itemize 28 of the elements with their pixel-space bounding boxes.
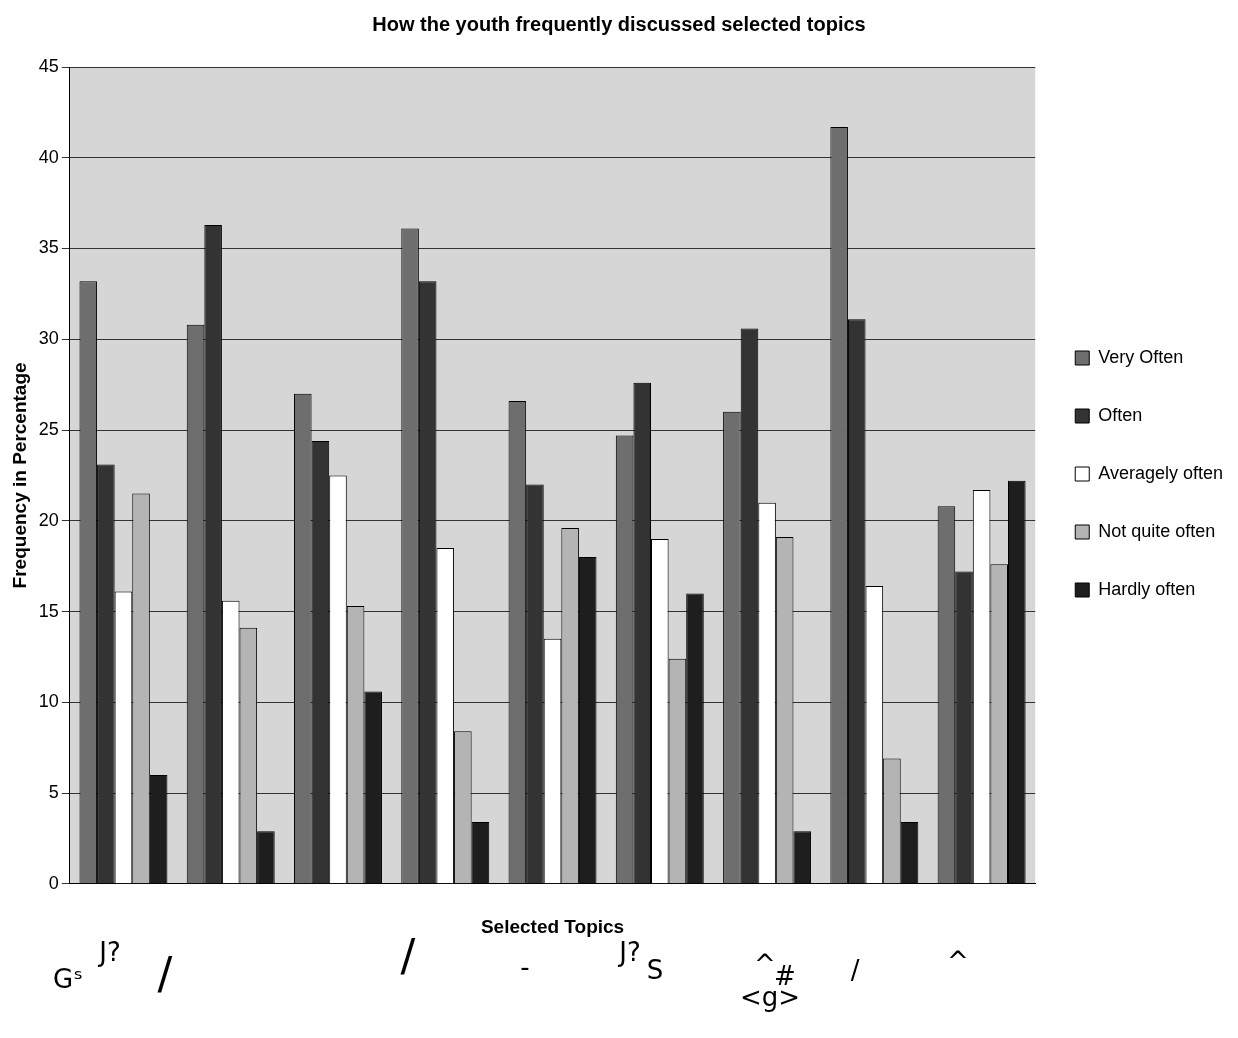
y-tick-label: 10 — [38, 691, 59, 712]
text: J? — [97, 936, 121, 967]
legend-label: Hardly often — [1098, 578, 1196, 599]
text: / — [400, 930, 416, 982]
text: ^ — [754, 948, 776, 979]
text: Gˢ — [53, 963, 83, 994]
text: - — [520, 951, 530, 982]
y-tick-label: 35 — [38, 237, 59, 258]
legend-label: Very Often — [1098, 346, 1184, 367]
text: / — [157, 948, 173, 1000]
x-axis-title: Selected Topics — [480, 915, 625, 937]
text: J? — [617, 936, 641, 967]
legend-label: Averagely often — [1098, 462, 1224, 483]
y-tick-label: 40 — [38, 146, 59, 167]
y-tick-label: 15 — [38, 600, 59, 621]
y-tick-label: 20 — [38, 509, 59, 530]
text: ^ — [947, 945, 969, 976]
y-tick-label: 5 — [48, 782, 59, 803]
y-tick-label: 30 — [38, 328, 59, 349]
legend-label: Not quite often — [1098, 520, 1216, 541]
text: S — [646, 954, 664, 985]
y-axis-title: Frequency in Percentage — [8, 362, 30, 589]
legend-label: Often — [1098, 404, 1143, 425]
chart-title: How the youth frequently discussed selected topics — [372, 12, 866, 35]
y-tick-label: 25 — [38, 418, 59, 439]
y-tick-label: 0 — [48, 872, 59, 893]
text: / — [850, 954, 860, 985]
y-tick-label: 45 — [38, 55, 59, 76]
